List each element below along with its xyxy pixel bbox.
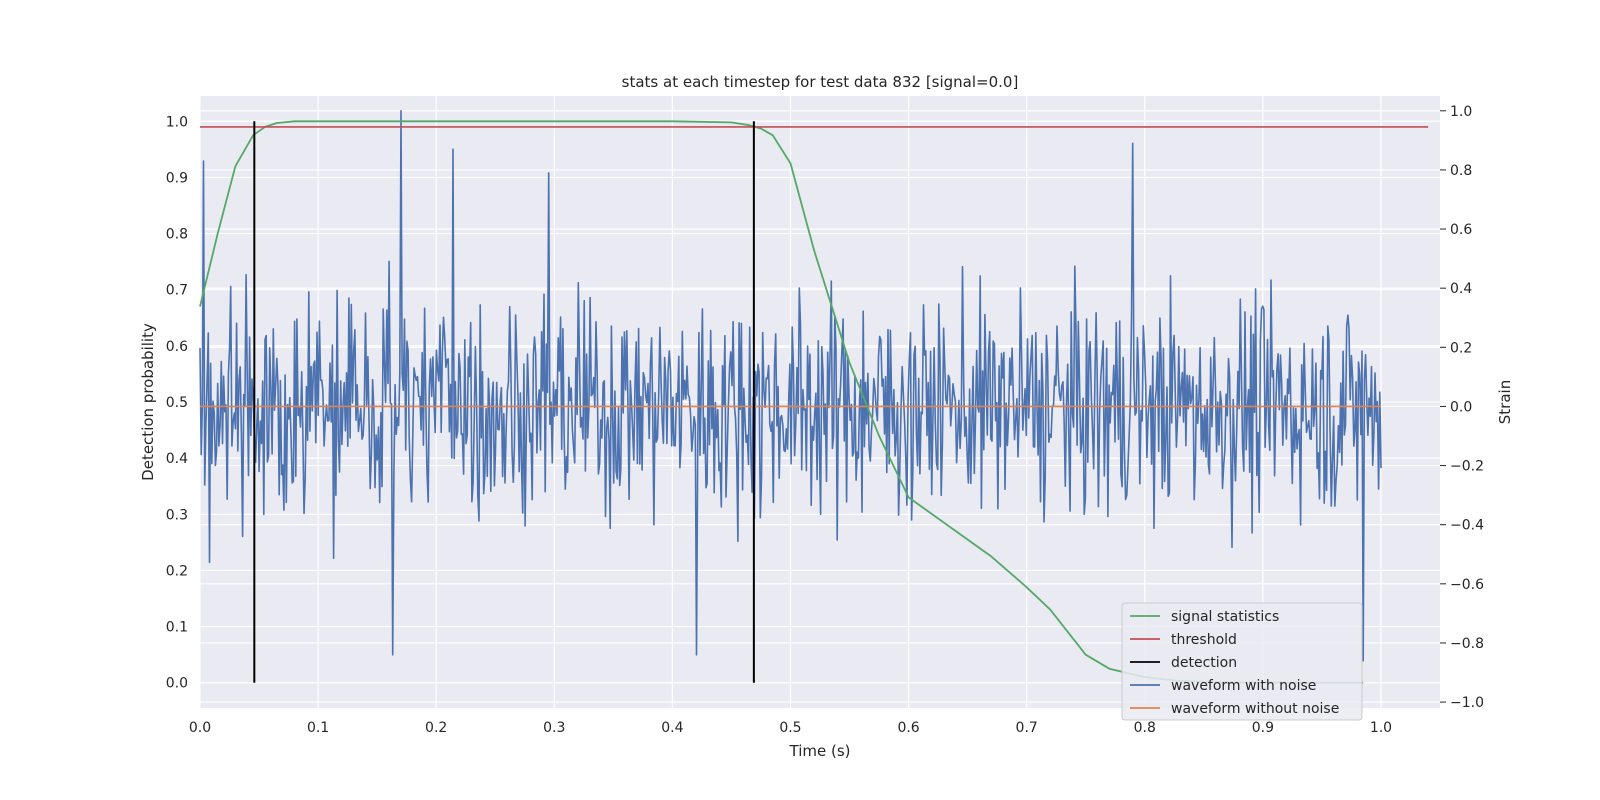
y-axis-label-left: Detection probability xyxy=(139,323,157,481)
y-axis-label-right: Strain xyxy=(1496,380,1514,424)
y-tick-label-left: 0.4 xyxy=(166,451,188,467)
legend-label-threshold: threshold xyxy=(1171,632,1237,648)
y-tick-label-left: 0.0 xyxy=(166,676,188,692)
y-tick-label-right: −0.4 xyxy=(1450,518,1484,534)
y-tick-label-right: 0.8 xyxy=(1450,163,1472,179)
x-tick-label: 0.2 xyxy=(425,720,447,736)
x-tick-label: 0.6 xyxy=(897,720,919,736)
y-tick-label-right: 0.4 xyxy=(1450,281,1472,297)
y-tick-label-left: 0.2 xyxy=(166,563,188,579)
x-tick-label: 0.7 xyxy=(1016,720,1038,736)
y-tick-label-left: 0.7 xyxy=(166,283,188,299)
x-axis-label: Time (s) xyxy=(789,742,851,760)
y-tick-label-right: −0.6 xyxy=(1450,577,1484,593)
y-tick-label-left: 0.3 xyxy=(166,507,188,523)
legend: signal statistics threshold detection wa… xyxy=(1121,602,1363,721)
y-tick-label-right: −0.8 xyxy=(1450,636,1484,652)
legend-box xyxy=(1121,602,1363,721)
y-tick-label-right: 1.0 xyxy=(1450,104,1472,120)
legend-label-waveform-without-noise: waveform without noise xyxy=(1171,701,1339,717)
axes-layer: 0.0 0.1 0.2 0.3 0.4 0.5 0.6 0.7 0.8 0.9 1.0 0.0 0.1 0… xyxy=(166,104,1484,736)
y-tick-label-right: −0.2 xyxy=(1450,459,1484,475)
y-tick-label-left: 0.6 xyxy=(166,339,188,355)
y-tick-label-left: 1.0 xyxy=(166,114,188,130)
x-tick-label: 0.1 xyxy=(307,720,329,736)
x-tick-label: 0.4 xyxy=(661,720,683,736)
series-waveform-with-noise xyxy=(199,110,1382,662)
y-tick-label-right: −1.0 xyxy=(1450,695,1484,711)
y-tick-label-left: 0.9 xyxy=(166,170,188,186)
y-tick-label-right: 0.6 xyxy=(1450,222,1472,238)
x-tick-label: 0.9 xyxy=(1252,720,1274,736)
y-tick-label-left: 0.5 xyxy=(166,395,188,411)
x-tick-label: 0.3 xyxy=(543,720,565,736)
legend-label-waveform-with-noise: waveform with noise xyxy=(1171,678,1316,694)
chart-title: stats at each timestep for test data 832… xyxy=(622,73,1019,91)
x-tick-label: 1.0 xyxy=(1370,720,1392,736)
y-tick-label-right: 0.0 xyxy=(1450,399,1472,415)
y-tick-label-left: 0.1 xyxy=(166,620,188,636)
x-tick-label: 0.5 xyxy=(779,720,801,736)
y-tick-label-left: 0.8 xyxy=(166,227,188,243)
legend-label-detection: detection xyxy=(1171,655,1237,671)
x-tick-label: 0.0 xyxy=(189,720,211,736)
x-tick-label: 0.8 xyxy=(1134,720,1156,736)
y-tick-label-right: 0.2 xyxy=(1450,340,1472,356)
legend-label-signal-statistics: signal statistics xyxy=(1171,609,1279,625)
